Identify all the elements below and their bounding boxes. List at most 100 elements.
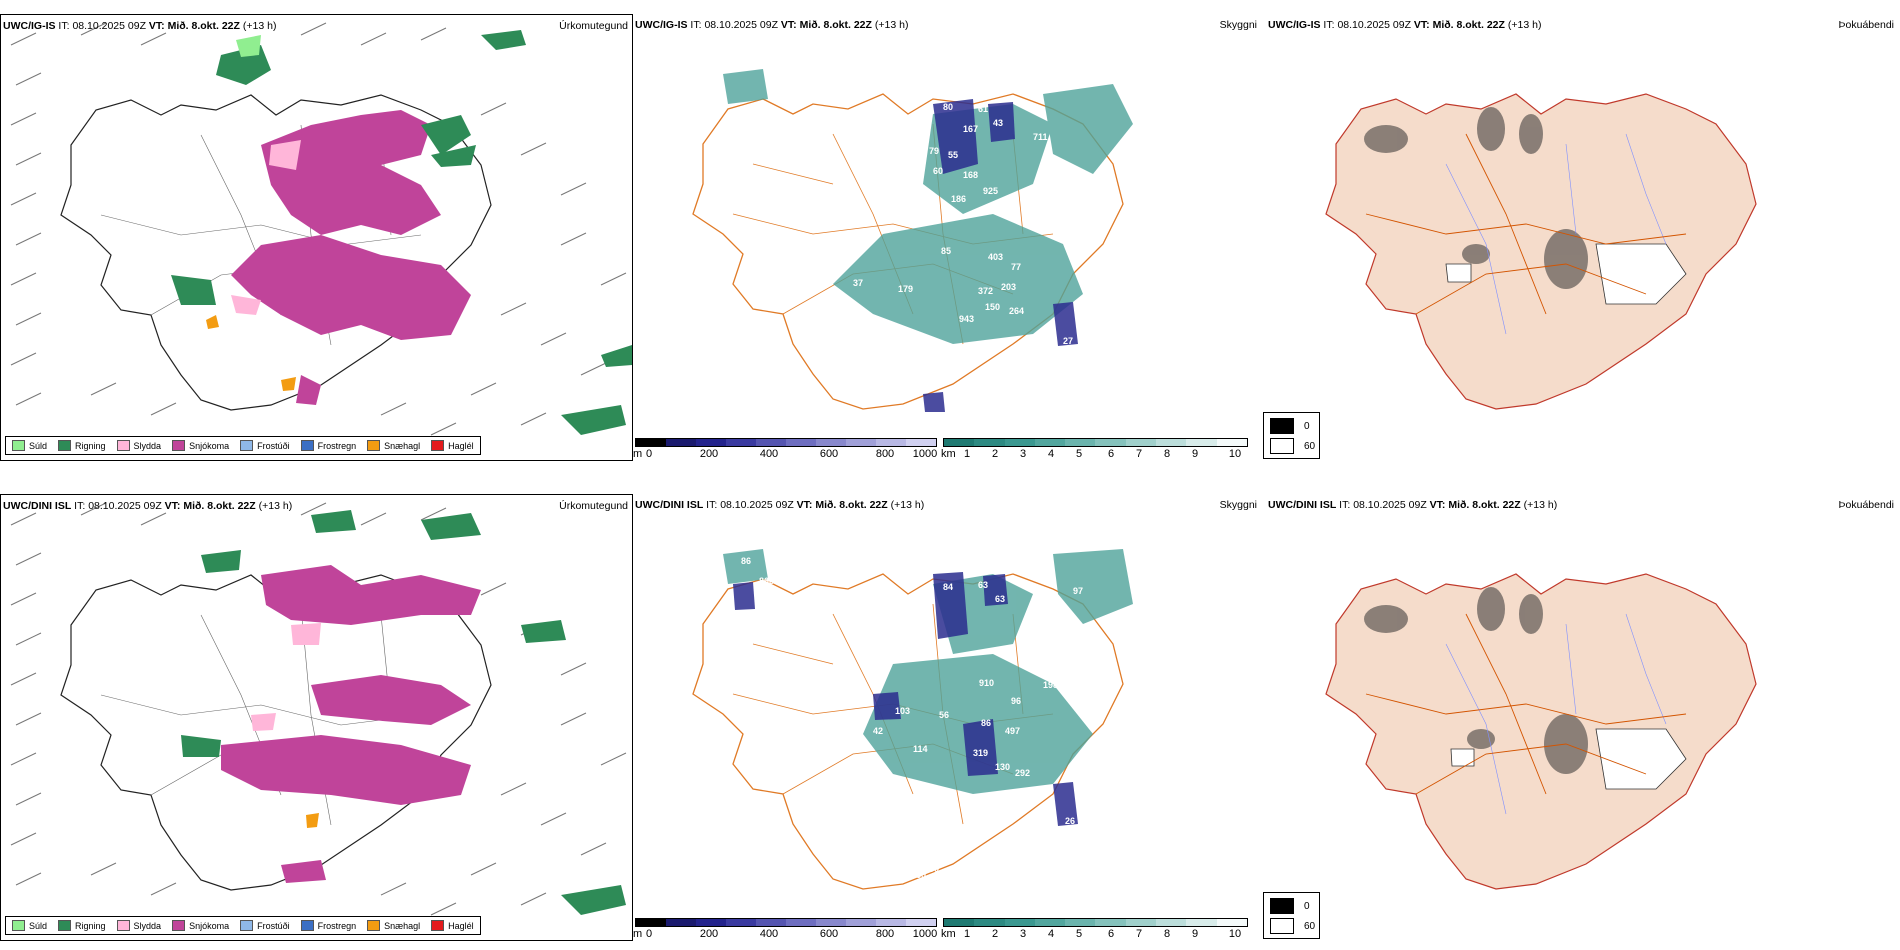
colorbar-tick: 600	[819, 928, 839, 939]
vt-label: VT:	[148, 20, 165, 32]
precip-snow-areas	[221, 565, 481, 883]
fog-legend-value: 60	[1304, 440, 1316, 452]
vt-label: VT:	[780, 19, 797, 31]
fog-map-canvas	[1325, 93, 1757, 410]
colorbar-boxes	[635, 438, 937, 447]
vt-value: Mið. 8.okt. 22Z	[1448, 499, 1521, 511]
fog-index-map-bottom: UWC/DINI ISL IT: 08.10.2025 09Z VT: Mið.…	[1266, 494, 1900, 939]
visibility-value-labels: 80 61 167 43 711 79 55 60 168 925 186 77…	[853, 102, 1073, 390]
panel-header: UWC/DINI ISL IT: 08.10.2025 09Z VT: Mið.…	[1268, 499, 1557, 511]
panel-title: Skyggni	[1219, 19, 1257, 31]
visibility-map-bottom: UWC/DINI ISL IT: 08.10.2025 09Z VT: Mið.…	[633, 494, 1263, 939]
panel-title: Þokuábendi	[1838, 19, 1894, 31]
legend-label: Haglél	[448, 440, 474, 451]
it-label: IT:	[690, 19, 702, 31]
it-label: IT:	[706, 499, 718, 511]
legend-label: Slydda	[133, 920, 162, 931]
colorbar-tick: 1000	[912, 448, 938, 459]
panel-title: Skyggni	[1219, 499, 1257, 511]
legend-swatch	[12, 440, 25, 451]
it-label: IT:	[58, 20, 70, 32]
it-label: IT:	[74, 500, 86, 512]
colorbar-tick: 8	[1163, 448, 1171, 459]
panel-header: UWC/IG-IS IT: 08.10.2025 09Z VT: Mið. 8.…	[3, 20, 276, 32]
vis-label: 711	[1033, 132, 1048, 142]
vt-label: VT:	[1413, 19, 1430, 31]
vis-label: 943	[959, 314, 974, 324]
vis-label: 83	[847, 742, 857, 752]
colorbar-tick: 0	[645, 928, 653, 939]
legend-swatch	[116, 440, 130, 451]
vis-label: 114	[913, 744, 928, 754]
legend-label: Frostúði	[257, 920, 290, 931]
it-value: 08.10.2025 09Z	[88, 500, 162, 512]
it-value: 08.10.2025 09Z	[720, 499, 794, 511]
legend-swatch	[12, 920, 25, 931]
legend-swatch	[172, 920, 186, 931]
colorbar-tick: 7	[1135, 928, 1143, 939]
vis-label: 150	[985, 302, 1000, 312]
legend-item-frostregn: Frostregn	[300, 440, 356, 451]
lead-time: (+13 h)	[258, 500, 293, 512]
vis-label: 96	[1011, 696, 1021, 706]
vis-label: 925	[983, 186, 998, 196]
river-network	[1445, 133, 1667, 335]
legend-swatch	[367, 440, 381, 451]
visibility-map-canvas	[692, 69, 1133, 412]
visibility-m-colorbar: m 0 200 400 600 800 1000	[633, 918, 937, 939]
vis-label: 130	[995, 762, 1010, 772]
vis-label: 168	[963, 170, 978, 180]
colorbar-boxes	[943, 438, 1248, 447]
precip-rain-areas	[171, 30, 632, 435]
legend-item-slydda: Slydda	[116, 920, 162, 931]
model-name: UWC/DINI ISL	[3, 500, 72, 512]
fog-legend-value: 60	[1304, 920, 1316, 932]
vis-label: 770	[1043, 212, 1058, 222]
legend-label: Súld	[29, 920, 48, 931]
colorbar-tick: 1	[963, 448, 971, 459]
fog-legend-swatch	[1270, 438, 1294, 454]
panel-title: Þokuábendi	[1838, 499, 1894, 511]
lead-time: (+13 h)	[242, 20, 277, 32]
visibility-m-areas	[923, 99, 1078, 412]
vis-label: 319	[973, 748, 988, 758]
colorbar-unit: km	[941, 928, 956, 939]
legend-item-rigning: Rigning	[58, 440, 106, 451]
colorbar-tick: 9	[1191, 928, 1199, 939]
colorbar-tick: 5	[1075, 928, 1083, 939]
vt-label: VT:	[796, 499, 813, 511]
fog-legend-row: 0	[1270, 898, 1310, 914]
precip-map-canvas	[10, 22, 632, 436]
visibility-m-colorbar: m 0 200 400 600 800 1000	[633, 438, 937, 459]
panel-header: UWC/DINI ISL IT: 08.10.2025 09Z VT: Mið.…	[3, 500, 292, 512]
vis-label: 403	[988, 252, 1003, 262]
colorbar-tick: 800	[875, 448, 895, 459]
legend-swatch	[300, 440, 314, 451]
fog-legend-row: 60	[1270, 918, 1315, 934]
panel-header: UWC/IG-IS IT: 08.10.2025 09Z VT: Mið. 8.…	[635, 19, 908, 31]
colorbar-tick: 4	[1047, 928, 1055, 939]
fog-legend-row: 60	[1270, 438, 1315, 454]
legend-swatch	[116, 920, 130, 931]
legend-swatch	[431, 440, 445, 451]
visibility-map-top: UWC/IG-IS IT: 08.10.2025 09Z VT: Mið. 8.…	[633, 14, 1263, 459]
legend-label: Snæhagl	[384, 920, 421, 931]
colorbar-tick: 4	[1047, 448, 1055, 459]
precip-drizzle-area	[236, 35, 261, 57]
vis-label: 26	[1065, 816, 1075, 826]
vt-value: Mið. 8.okt. 22Z	[815, 499, 888, 511]
precip-ice-pellet-areas	[306, 813, 319, 828]
vis-label: 79	[929, 146, 939, 156]
vt-value: Mið. 8.okt. 22Z	[799, 19, 872, 31]
colorbar-unit: m	[633, 448, 643, 459]
colorbar-tick: 200	[699, 448, 719, 459]
legend-item-rigning: Rigning	[58, 920, 106, 931]
colorbar-unit: km	[941, 448, 956, 459]
fog-legend-swatch	[1270, 418, 1294, 434]
legend-label: Slydda	[133, 440, 162, 451]
legend-item-haglel: Haglél	[431, 920, 474, 931]
vis-label: 160	[1123, 612, 1138, 622]
legend-item-sudd: Súld	[12, 440, 47, 451]
vis-label: 372	[978, 286, 993, 296]
vis-label: 84	[943, 582, 953, 592]
